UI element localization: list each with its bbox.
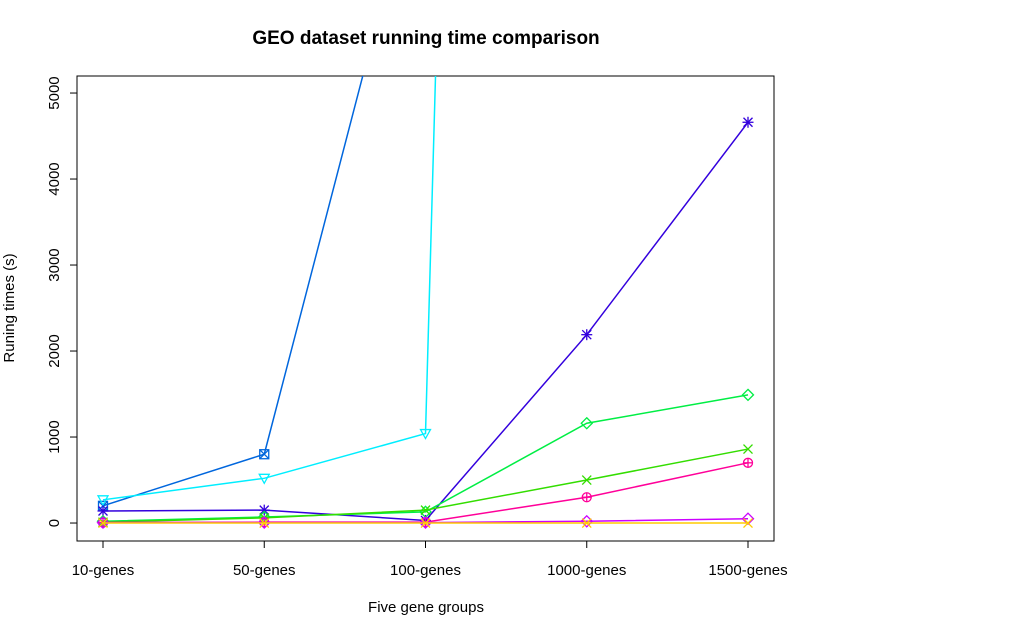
point bbox=[258, 473, 271, 485]
point bbox=[742, 457, 754, 468]
point bbox=[257, 516, 271, 530]
plot-area bbox=[96, 76, 755, 530]
point bbox=[743, 518, 753, 528]
point bbox=[259, 449, 270, 460]
series-line bbox=[102, 394, 749, 523]
series-line bbox=[102, 462, 749, 524]
point bbox=[741, 388, 755, 402]
point bbox=[258, 504, 270, 516]
point bbox=[259, 518, 270, 528]
chart-title: GEO dataset running time comparison bbox=[252, 28, 599, 49]
point bbox=[419, 428, 432, 440]
y-tick-label: 0 bbox=[46, 519, 63, 527]
x-tick-label: 10-genes bbox=[72, 562, 135, 579]
point bbox=[743, 444, 753, 455]
y-tick-label: 5000 bbox=[46, 76, 63, 109]
x-tick-label: 50-genes bbox=[233, 562, 296, 579]
y-tick-label: 1000 bbox=[46, 420, 63, 453]
point bbox=[96, 516, 110, 530]
y-tick-label: 2000 bbox=[46, 334, 63, 367]
point bbox=[97, 505, 109, 517]
point bbox=[98, 518, 108, 528]
y-tick-label: 4000 bbox=[46, 162, 63, 195]
point bbox=[420, 505, 431, 516]
point bbox=[96, 495, 110, 507]
point bbox=[419, 516, 432, 530]
point bbox=[742, 116, 754, 128]
series-line bbox=[102, 121, 749, 522]
x-tick-label: 100-genes bbox=[390, 562, 461, 579]
point bbox=[581, 518, 592, 528]
x-axis-label: Five gene groups bbox=[368, 599, 484, 616]
point bbox=[581, 475, 592, 485]
point bbox=[581, 492, 592, 503]
series-line bbox=[102, 76, 437, 501]
point bbox=[741, 512, 755, 526]
x-tick-label: 1000-genes bbox=[547, 562, 626, 579]
y-tick-label: 3000 bbox=[46, 248, 63, 281]
x-tick-label: 1500-genes bbox=[708, 562, 787, 579]
point bbox=[580, 416, 594, 430]
point bbox=[420, 518, 431, 528]
plot-frame bbox=[76, 75, 775, 542]
point bbox=[581, 329, 593, 341]
y-axis-label: Runing times (s) bbox=[1, 253, 18, 362]
